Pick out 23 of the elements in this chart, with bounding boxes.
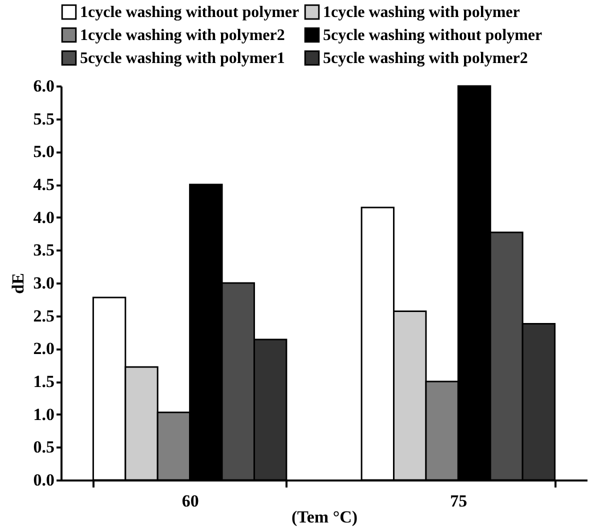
- y-tick-label: 4.5: [33, 175, 54, 194]
- y-tick-label: 1.5: [33, 372, 54, 391]
- legend-label: 1cycle washing without polymer: [80, 4, 300, 22]
- y-tick-label: 4.0: [33, 208, 54, 227]
- x-tick-label: 60: [182, 492, 199, 510]
- x-tick-label: 75: [450, 492, 468, 510]
- y-tick-label: 2.5: [33, 306, 54, 326]
- legend-label: 1cycle washing with polymer: [323, 4, 520, 22]
- y-tick-label: 3.0: [33, 274, 54, 292]
- legend-label: 5cycle washing with polymer2: [323, 50, 528, 67]
- legend-label: 1cycle washing with polymer2: [80, 27, 285, 44]
- y-tick-label: 6.0: [33, 76, 54, 96]
- y-axis-title: dE: [8, 273, 28, 294]
- y-tick-label: 1.0: [33, 404, 54, 424]
- y-tick-label: 5.0: [33, 142, 54, 162]
- y-tick-label: 0.5: [33, 438, 54, 457]
- y-tick-label: 2.0: [33, 339, 54, 358]
- legend-label: 5cycle washing without polymer: [323, 27, 542, 44]
- y-tick-label: 0.0: [33, 470, 54, 490]
- x-axis-title: (Tem °C): [291, 508, 358, 526]
- y-tick-label: 5.5: [33, 109, 54, 128]
- y-tick-label: 3.5: [33, 240, 54, 260]
- legend-label: 5cycle washing with polymer1: [80, 50, 285, 67]
